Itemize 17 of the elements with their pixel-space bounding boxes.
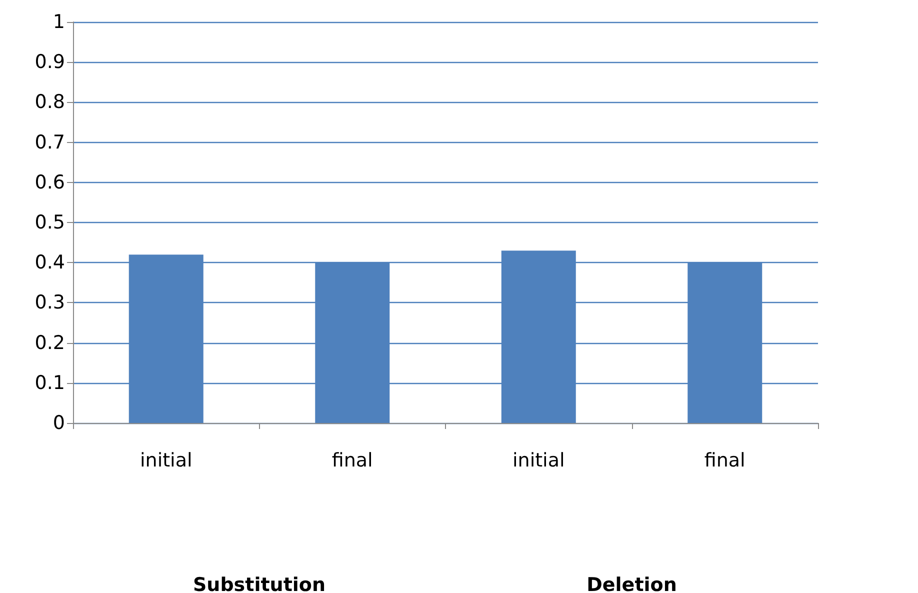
- y-tick-label: 0.9: [34, 51, 65, 74]
- text: Deletion: [586, 574, 677, 593]
- y-tick-label: 0.2: [34, 332, 65, 354]
- y-tick-label: 0.8: [34, 91, 65, 114]
- y-tick-label: 0.5: [34, 212, 65, 234]
- x-tick-label: final: [704, 450, 746, 472]
- x-tick-label: final: [332, 450, 373, 472]
- y-tick-label: 0.4: [34, 252, 65, 274]
- y-tick-label: 0.7: [34, 131, 65, 154]
- text: Substitution: [193, 574, 326, 593]
- x-tick-label: initial: [140, 450, 192, 472]
- y-tick-label: 0.1: [34, 372, 65, 394]
- x-tick-label: initial: [512, 450, 565, 472]
- y-tick-label: 0: [52, 412, 65, 434]
- y-tick-label: 0.6: [34, 171, 65, 194]
- y-tick-label: 1: [52, 11, 65, 33]
- y-tick-label: 0.3: [34, 292, 65, 314]
